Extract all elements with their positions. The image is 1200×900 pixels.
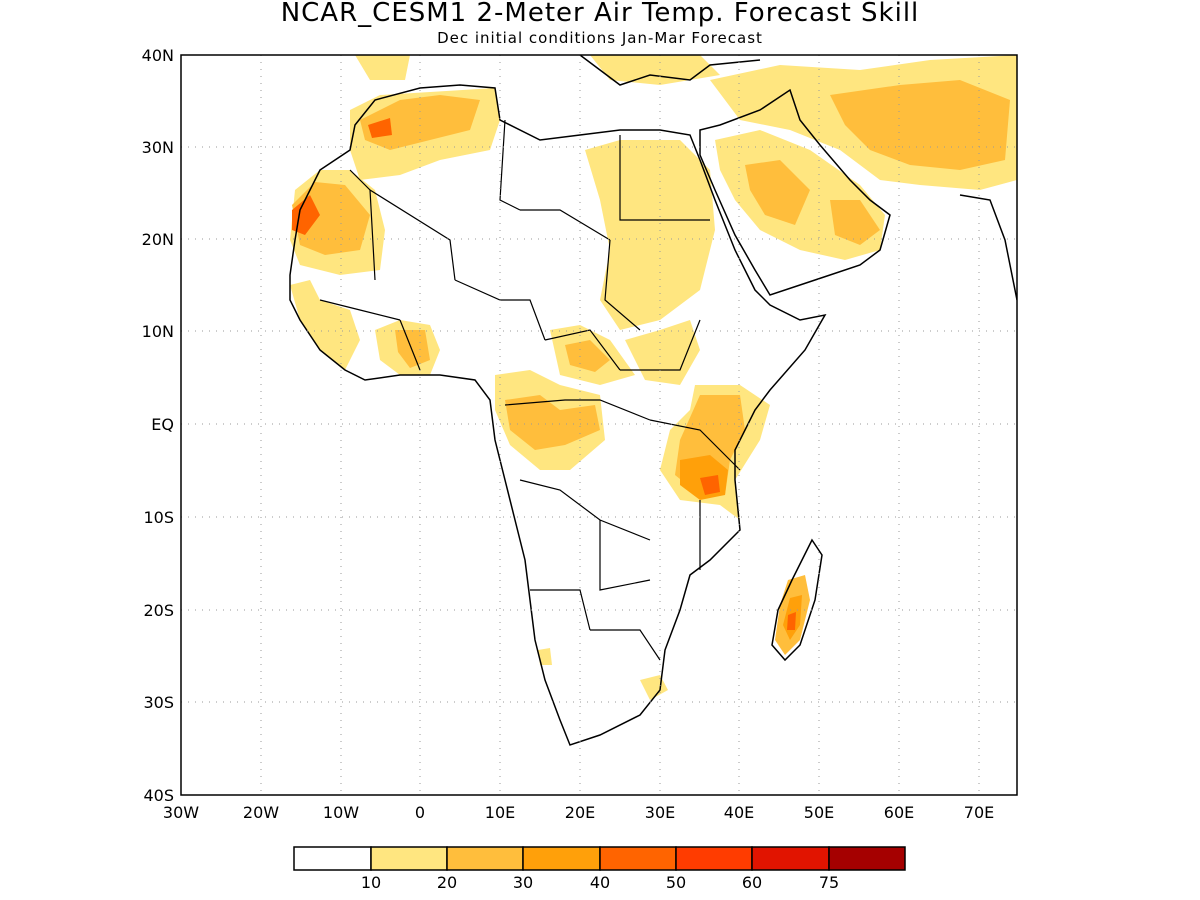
map-subtitle: Dec initial conditions Jan-Mar Forecast	[437, 29, 763, 47]
y-tick-label: 30S	[143, 693, 174, 712]
country-borders	[319, 119, 741, 661]
skill-spot-morocco	[368, 118, 392, 138]
x-tick-label: 10E	[485, 803, 515, 822]
skill-region-west-africa-coast	[290, 280, 360, 370]
colorbar-label: 10	[361, 873, 381, 892]
x-tick-label: 40E	[724, 803, 754, 822]
skill-region-central-africa-core	[565, 340, 610, 372]
map-frame	[180, 54, 1018, 796]
y-tick-label: 40S	[143, 786, 174, 805]
y-tick-label: 20N	[142, 230, 174, 249]
skill-region-sudan-egypt	[585, 140, 715, 330]
skill-spot-tanzania	[700, 475, 720, 495]
x-tick-label: 30W	[163, 803, 199, 822]
colorbar-label: 75	[819, 873, 839, 892]
skill-region-south-sudan	[625, 320, 700, 385]
y-tick-label: 10N	[142, 322, 174, 341]
madagascar-coastline	[771, 538, 823, 662]
map-grid	[181, 55, 1017, 795]
x-tick-label: 70E	[964, 803, 994, 822]
skill-region-mediterranean	[590, 55, 720, 85]
skill-region-morocco-core	[360, 95, 480, 150]
colorbar-swatch	[522, 846, 601, 871]
africa-coastline	[289, 84, 827, 746]
skill-shading	[290, 55, 1017, 700]
colorbar-label: 60	[742, 873, 762, 892]
skill-region-arabia-south	[830, 200, 880, 245]
colorbar-swatch	[293, 846, 372, 871]
skill-region-arabia-core	[745, 160, 810, 225]
x-tick-label: 30E	[645, 803, 675, 822]
y-tick-label: 30N	[142, 138, 174, 157]
india-coastline	[959, 194, 1017, 301]
colorbar: 10 20 30 40 50 60 75	[293, 846, 906, 892]
coastlines	[289, 55, 1017, 746]
skill-region-iberia	[355, 55, 410, 80]
y-tick-label: 20S	[143, 601, 174, 620]
skill-region-namibia-coast	[538, 648, 552, 665]
x-tick-label: 10W	[323, 803, 359, 822]
colorbar-swatch	[370, 846, 448, 871]
colorbar-swatch	[446, 846, 524, 871]
y-axis: 40N 30N 20N 10N EQ 10S 20S 30S 40S	[142, 46, 174, 805]
arabia-coastline	[699, 88, 891, 296]
skill-region-ghana-togo-core	[395, 330, 430, 368]
colorbar-label: 40	[590, 873, 610, 892]
x-tick-label: 20W	[243, 803, 279, 822]
colorbar-swatch	[599, 846, 677, 871]
mediterranean-north-coast	[579, 55, 761, 86]
colorbar-swatch	[751, 846, 830, 871]
x-tick-label: 60E	[884, 803, 914, 822]
colorbar-label: 30	[513, 873, 533, 892]
y-tick-label: EQ	[151, 415, 174, 434]
colorbar-swatch	[675, 846, 753, 871]
y-tick-label: 10S	[143, 508, 174, 527]
x-tick-label: 50E	[804, 803, 834, 822]
map-title: NCAR_CESM1 2-Meter Air Temp. Forecast Sk…	[280, 0, 920, 28]
colorbar-label: 50	[666, 873, 686, 892]
colorbar-swatch	[828, 846, 906, 871]
skill-spot-madagascar	[787, 612, 796, 630]
x-axis: 30W 20W 10W 0 10E 20E 30E 40E 50E 60E 70…	[163, 803, 994, 822]
skill-region-south-africa	[640, 675, 668, 700]
colorbar-label: 20	[437, 873, 457, 892]
x-tick-label: 20E	[565, 803, 595, 822]
x-tick-label: 0	[415, 803, 425, 822]
skill-spot-western-sahara	[292, 195, 320, 235]
skill-region-congo-gabon-core	[505, 395, 600, 450]
y-tick-label: 40N	[142, 46, 174, 65]
